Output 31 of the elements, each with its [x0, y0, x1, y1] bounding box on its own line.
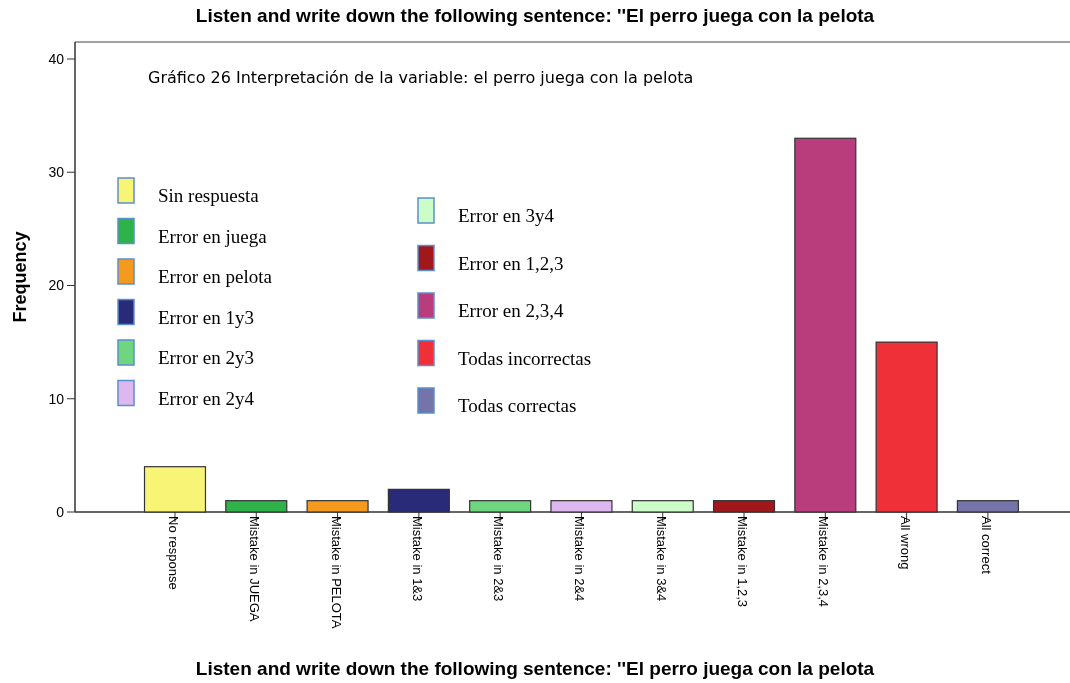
y-tick-label: 0 — [56, 504, 65, 520]
legend-label: Todas correctas — [458, 395, 577, 416]
x-tick-label: All wrong — [897, 516, 913, 570]
legend-label: Error en 2y4 — [158, 387, 255, 409]
legend-label: Error en 2y3 — [158, 347, 255, 368]
x-tick-label: Mistake in 3&4 — [653, 516, 669, 602]
legend-label: Error en pelota — [158, 266, 273, 287]
legend-label: Error en juega — [158, 225, 268, 247]
legend-label: Sin respuesta — [158, 185, 260, 206]
y-tick-label: 30 — [48, 164, 65, 181]
x-tick-label: All correct — [978, 516, 994, 575]
chart-title: Listen and write down the following sentence: ''El perro juega con la pelota — [195, 5, 875, 26]
legend-label: Error en 1y3 — [158, 306, 255, 328]
x-tick-label: Mistake in 2&3 — [491, 516, 507, 602]
x-tick-label: Mistake in JUEGA — [247, 516, 263, 622]
x-tick-label: Mistake in 2&4 — [572, 516, 588, 602]
legend-label: Error en 1,2,3 — [458, 252, 564, 274]
y-tick-label: 40 — [48, 50, 65, 67]
legend-label: Error en 2,3,4 — [458, 300, 565, 321]
y-axis-title: Frequency — [10, 231, 30, 323]
y-tick-label: 10 — [48, 390, 65, 407]
text: Gráfico 26 Interpretación de la variable: el perro juega con la pelota — [148, 68, 694, 87]
legend-label: Todas incorrectas — [458, 347, 592, 369]
x-tick-label: Mistake in 1,2,3 — [735, 516, 751, 608]
legend-label: Error en 3y4 — [458, 205, 555, 226]
y-tick-label: 20 — [48, 277, 65, 294]
x-axis-title: Listen and write down the following sentence: ''El perro juega con la pelota — [195, 658, 875, 679]
x-tick-label: Mistake in 2,3,4 — [816, 516, 832, 608]
x-tick-label: Mistake in PELOTA — [328, 516, 344, 629]
x-tick-label: Mistake in 1&3 — [409, 516, 425, 602]
x-tick-label: No response — [165, 516, 181, 590]
